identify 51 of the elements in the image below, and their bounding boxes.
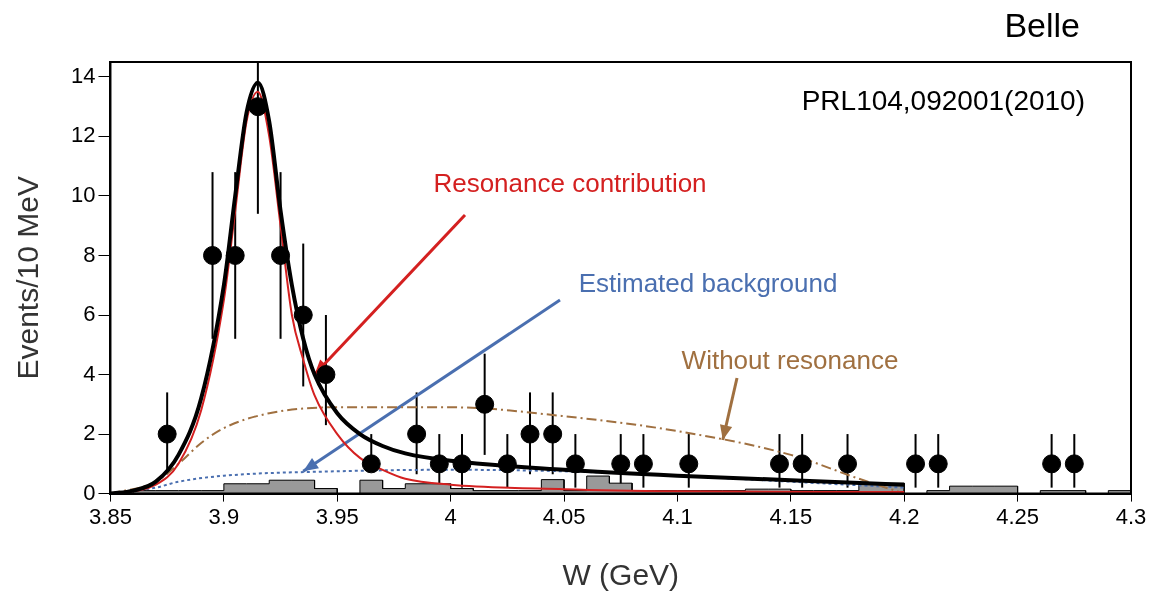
point — [157, 424, 177, 444]
y-tick-label: 10 — [70, 182, 96, 208]
point — [361, 454, 381, 474]
y-tick-label: 14 — [70, 62, 96, 88]
y-tick-label: 4 — [83, 360, 96, 386]
y-axis-title: Events/10 MeV — [11, 176, 45, 380]
point — [497, 454, 517, 474]
x-axis-title: W (GeV) — [562, 558, 680, 592]
x-tick-label: 4.05 — [542, 503, 586, 529]
annotation: Estimated background — [578, 268, 838, 299]
point — [1042, 454, 1062, 474]
annotation: Resonance contribution — [433, 168, 707, 199]
y-tick-label: 0 — [83, 479, 96, 505]
x-tick-label: 4.3 — [1115, 503, 1147, 529]
point — [429, 454, 449, 474]
y-tick-label: 6 — [83, 301, 96, 327]
point — [906, 454, 926, 474]
annotation: Without resonance — [681, 345, 899, 376]
x-tick-label: 4.25 — [996, 503, 1040, 529]
annotation: PRL104,092001(2010) — [801, 84, 1085, 116]
point — [792, 454, 812, 474]
point — [679, 454, 699, 474]
x-tick-label: 3.9 — [208, 503, 240, 529]
point — [611, 454, 631, 474]
point — [1064, 454, 1084, 474]
point — [520, 424, 540, 444]
point — [928, 454, 948, 474]
x-tick-label: 3.85 — [89, 503, 132, 529]
point — [407, 424, 427, 444]
point — [248, 97, 268, 117]
point — [225, 245, 245, 265]
x-tick-label: 4.2 — [888, 503, 920, 529]
point — [769, 454, 789, 474]
point — [543, 424, 563, 444]
point — [203, 245, 223, 265]
x-tick-label: 4.15 — [769, 503, 813, 529]
point — [633, 454, 653, 474]
x-tick-label: 3.95 — [315, 503, 359, 529]
y-tick-label: 2 — [83, 420, 96, 446]
x-tick-label: 4 — [444, 503, 457, 529]
text: Belle — [1004, 6, 1080, 45]
point — [293, 305, 313, 325]
x-tick-label: 4.1 — [662, 503, 693, 529]
point — [271, 245, 291, 265]
point — [838, 454, 858, 474]
point — [316, 365, 336, 385]
y-tick-label: 8 — [83, 241, 96, 267]
point — [452, 454, 472, 474]
y-tick-label: 12 — [70, 122, 96, 148]
point — [565, 454, 585, 474]
point — [475, 394, 495, 414]
